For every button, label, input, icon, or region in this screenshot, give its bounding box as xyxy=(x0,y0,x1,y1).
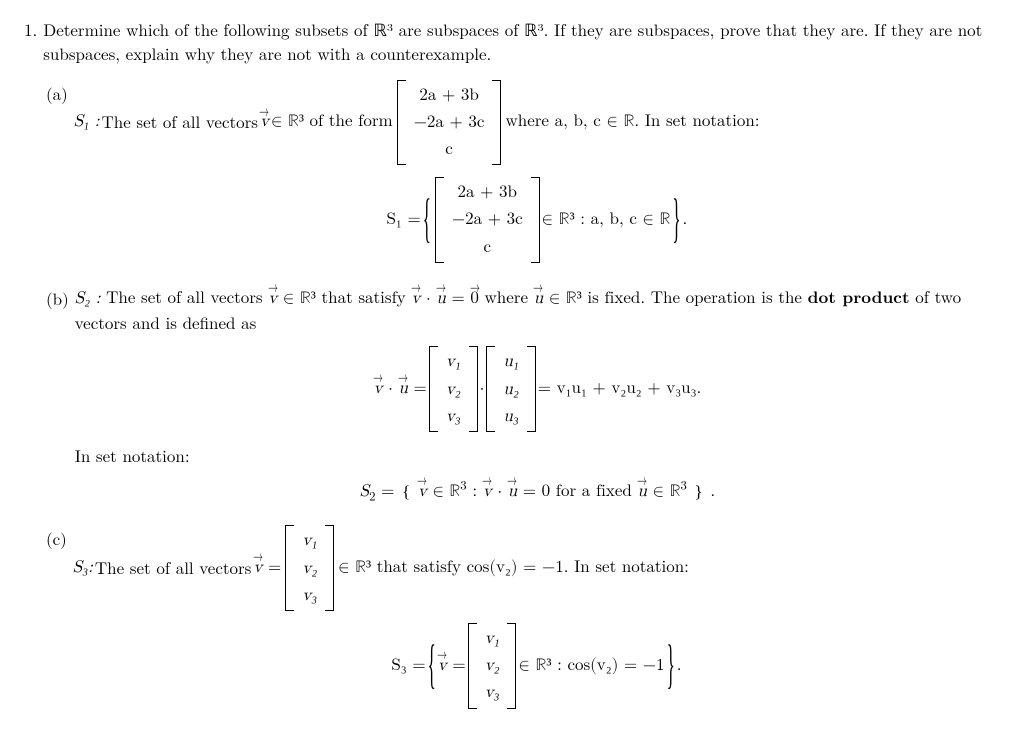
part-c-lead: S₃: The set of all vectors v = v₁ v₂ v₃ … xyxy=(73,525,1000,611)
problem-1: 1. Determine which of the following subs… xyxy=(24,18,1000,66)
part-b-set-notation: S2 = { v ∈ ℝ3 : v · u = 0 for a fixed u … xyxy=(75,480,1000,504)
part-b-inset-label: In set notation: xyxy=(75,444,1000,468)
part-b-dot-def: v · u = v₁ v₂ v₃ · u₁ u₂ xyxy=(75,346,1000,432)
part-a-set-notation: S₁ = { 2a + 3b −2a + 3c c ∈ ℝ³ : a, b, c… xyxy=(74,177,1000,263)
part-a-vector: 2a + 3b −2a + 3c c xyxy=(397,80,502,166)
part-a-body: S₁ : The set of all vectors v ∈ ℝ³ of th… xyxy=(74,80,1000,275)
part-c-body: S₃: The set of all vectors v = v₁ v₂ v₃ … xyxy=(73,525,1000,720)
part-c: (c) S₃: The set of all vectors v = v₁ v₂… xyxy=(46,525,1000,720)
part-b-label: (b) xyxy=(46,285,69,311)
part-a: (a) S₁ : The set of all vectors v ∈ ℝ³ o… xyxy=(46,80,1000,275)
problem-number: 1. xyxy=(24,18,37,66)
problem-text: Determine which of the following subsets… xyxy=(43,18,1000,66)
part-a-lead: S₁ : The set of all vectors v ∈ ℝ³ of th… xyxy=(74,80,1000,166)
part-c-set-notation: S₃ = { v = v₁ v₂ v₃ ∈ ℝ³ : cos(v₂) = −1 … xyxy=(73,623,1000,709)
part-c-vector: v₁ v₂ v₃ xyxy=(285,525,334,611)
part-c-label: (c) xyxy=(46,525,67,551)
part-b: (b) S₂ : The set of all vectors v ∈ ℝ³ t… xyxy=(46,285,1000,516)
part-b-body: S₂ : The set of all vectors v ∈ ℝ³ that … xyxy=(75,285,1000,516)
part-a-label: (a) xyxy=(46,80,68,106)
